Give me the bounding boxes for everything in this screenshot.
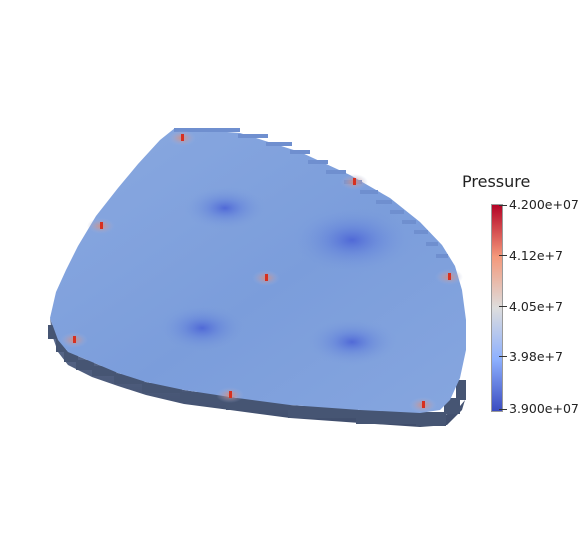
colorbar-tick-label-min: 3.900e+07 (509, 401, 579, 416)
well-marker (265, 274, 268, 281)
colorbar-tick-label: 3.98e+7 (509, 349, 563, 364)
pressure-low-zone (183, 186, 267, 230)
colorbar (491, 204, 503, 412)
colorbar-tick (499, 205, 507, 206)
reservoir-top-surface (50, 128, 466, 413)
well-marker (73, 336, 76, 343)
colorbar-tick-label-max: 4.200e+07 (509, 197, 579, 212)
pressure-low-zone (290, 206, 414, 274)
colorbar-tick (499, 356, 507, 357)
well-marker (229, 391, 232, 398)
colorbar-tick-label: 4.05e+7 (509, 299, 563, 314)
colorbar-tick (499, 255, 507, 256)
well-markers (73, 134, 451, 408)
colorbar-tick (499, 306, 507, 307)
well-marker (181, 134, 184, 141)
well-marker (422, 401, 425, 408)
colorbar-tick-label: 4.12e+7 (509, 248, 563, 263)
reservoir-outline-steps (174, 128, 448, 258)
well-marker (448, 273, 451, 280)
pressure-low-zone (306, 318, 398, 366)
legend-title: Pressure (462, 172, 531, 191)
well-marker (353, 178, 356, 185)
pressure-low-zone (158, 304, 246, 352)
well-marker (100, 222, 103, 229)
colorbar-tick (499, 409, 507, 410)
